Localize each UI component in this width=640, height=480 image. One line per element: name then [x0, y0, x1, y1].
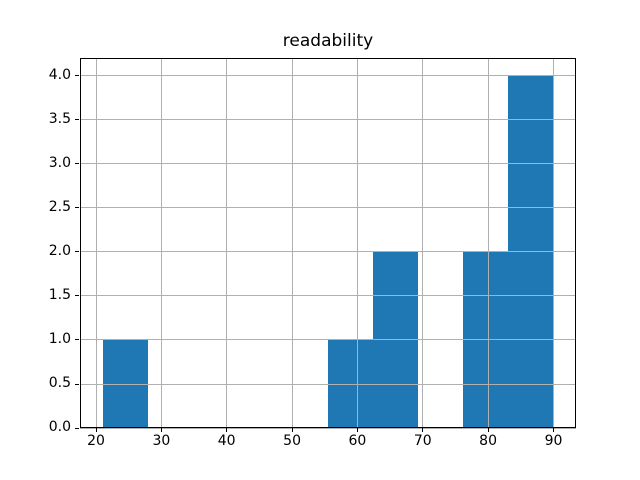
y-gridline [80, 251, 576, 253]
y-tick-mark [75, 207, 79, 209]
y-gridline [80, 119, 576, 121]
y-tick-mark [75, 295, 79, 297]
x-tick-label: 90 [544, 433, 563, 449]
y-tick-mark [75, 163, 79, 165]
x-tick-mark [553, 428, 554, 432]
x-tick-label: 50 [283, 433, 301, 449]
y-gridline [80, 163, 576, 165]
y-tick-mark [75, 427, 79, 429]
x-gridline [160, 58, 162, 428]
y-tick-mark [75, 339, 79, 341]
x-tick-label: 20 [87, 433, 105, 449]
x-gridline [95, 58, 97, 428]
y-gridline [80, 295, 576, 297]
x-tick-label: 40 [217, 433, 236, 449]
y-tick-label: 2.0 [48, 242, 71, 259]
x-gridline [226, 58, 228, 428]
y-tick-label: 1.0 [48, 330, 71, 347]
y-gridline [80, 383, 576, 385]
y-tick-label: 0.5 [48, 375, 71, 391]
plot-area [80, 58, 576, 429]
x-tick-mark [356, 428, 358, 432]
y-tick-mark [75, 251, 79, 253]
y-tick-label: 3.0 [48, 154, 71, 171]
chart-title: readability [282, 31, 374, 51]
x-gridline [487, 58, 489, 428]
y-tick-label: 1.5 [48, 286, 71, 303]
x-gridline [553, 58, 554, 428]
x-tick-mark [291, 428, 293, 432]
x-tick-mark [160, 428, 162, 432]
y-gridline [80, 427, 576, 429]
y-tick-label: 3.5 [48, 110, 71, 127]
x-tick-mark [487, 428, 489, 432]
y-tick-mark [75, 383, 79, 385]
y-tick-label: 0.0 [48, 419, 71, 435]
x-tick-label: 30 [152, 433, 171, 449]
x-tick-label: 60 [348, 433, 367, 449]
y-tick-mark [75, 75, 79, 77]
y-tick-label: 2.5 [48, 198, 71, 215]
y-gridline [80, 339, 576, 341]
x-tick-mark [422, 428, 424, 432]
x-gridline [291, 58, 293, 428]
x-tick-label: 80 [479, 433, 497, 449]
x-tick-label: 70 [413, 433, 432, 449]
y-tick-label: 4.0 [48, 66, 71, 83]
y-gridline [80, 75, 576, 77]
y-gridline [80, 207, 576, 209]
x-tick-mark [95, 428, 97, 432]
x-tick-mark [226, 428, 228, 432]
x-gridline [422, 58, 424, 428]
y-tick-mark [75, 119, 79, 121]
x-gridline [356, 58, 358, 428]
